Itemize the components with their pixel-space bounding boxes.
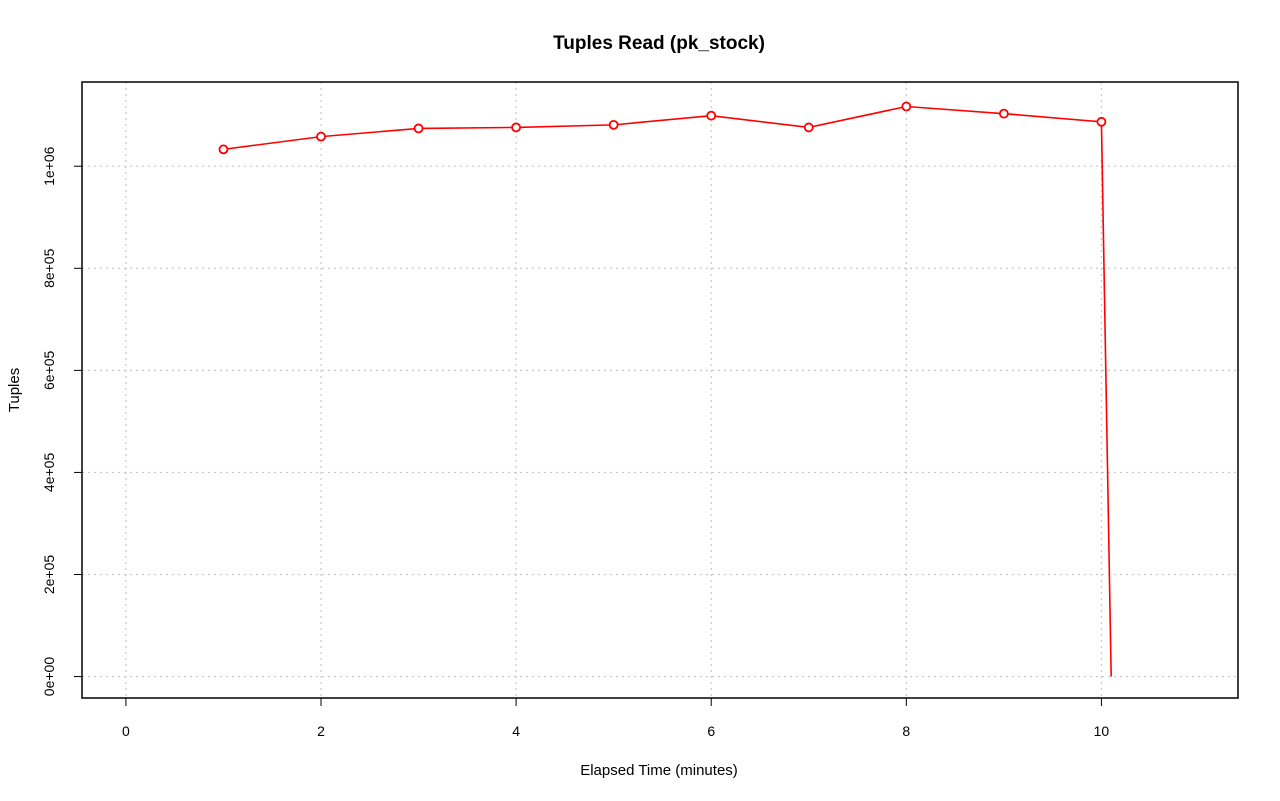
y-tick-label: 8e+05 bbox=[41, 248, 57, 288]
y-tick-label: 0e+00 bbox=[41, 657, 57, 697]
y-axis-label: Tuples bbox=[6, 368, 23, 412]
data-point bbox=[803, 122, 814, 133]
y-tick-label: 2e+05 bbox=[41, 555, 57, 595]
x-axis-label: Elapsed Time (minutes) bbox=[580, 762, 738, 779]
x-tick-label: 0 bbox=[122, 723, 130, 739]
x-tick-label: 4 bbox=[512, 723, 520, 739]
chart-title: Tuples Read (pk_stock) bbox=[553, 33, 765, 54]
x-tick-label: 10 bbox=[1094, 723, 1110, 739]
series-line bbox=[223, 105, 1112, 677]
data-point bbox=[218, 144, 229, 155]
data-point bbox=[1096, 116, 1107, 127]
data-point bbox=[511, 122, 522, 133]
plot-frame bbox=[81, 81, 1239, 699]
grid bbox=[82, 82, 1238, 698]
x-tick-label: 8 bbox=[902, 723, 910, 739]
data-point bbox=[608, 119, 619, 130]
data-point bbox=[413, 123, 424, 134]
y-tick-label: 1e+06 bbox=[41, 146, 57, 186]
y-tick-label: 6e+05 bbox=[41, 350, 57, 390]
plot-series bbox=[218, 101, 1112, 677]
x-tick-label: 2 bbox=[317, 723, 325, 739]
y-tick-label: 4e+05 bbox=[41, 453, 57, 493]
x-axis: 0 2 4 6 8 10 bbox=[122, 698, 1109, 739]
data-point bbox=[901, 101, 912, 112]
x-tick-label: 6 bbox=[707, 723, 715, 739]
data-point bbox=[998, 108, 1009, 119]
y-axis: 0e+00 2e+05 4e+05 6e+05 8e+05 1e+06 bbox=[41, 146, 82, 696]
data-point bbox=[316, 131, 326, 142]
data-point bbox=[706, 110, 717, 121]
